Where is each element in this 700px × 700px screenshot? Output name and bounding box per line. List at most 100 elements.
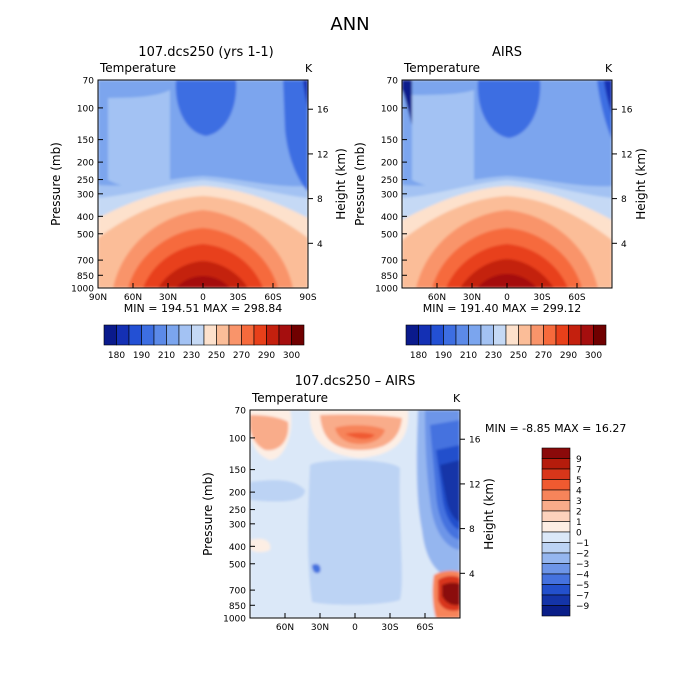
panel-model-title: 107.dcs250 (yrs 1-1) xyxy=(138,45,273,60)
y-tick-label: 70 xyxy=(83,77,95,87)
panel-diff-ylabel: Pressure (mb) xyxy=(201,472,215,556)
contour-band-200-core xyxy=(175,80,237,136)
colorbar-airs: 180 190 210 230 250 270 290 300 xyxy=(405,324,607,361)
colorbar-label: 0 xyxy=(576,529,582,539)
colorbar-label: 180 xyxy=(410,351,427,361)
panel-diff-stats: MIN = -8.85 MAX = 16.27 xyxy=(485,422,626,435)
y2-tick-label: 12 xyxy=(621,150,632,160)
y-tick-label: 1000 xyxy=(223,615,246,625)
colorbar-swatch xyxy=(141,324,155,346)
colorbar-swatch xyxy=(493,324,507,346)
colorbar-swatch xyxy=(541,500,571,512)
colorbar-swatch xyxy=(541,542,571,554)
panel-diff-units: K xyxy=(453,392,461,405)
colorbar-swatch xyxy=(541,552,571,564)
y2-tick-label: 8 xyxy=(317,195,323,205)
y2-tick-label: 12 xyxy=(317,150,328,160)
colorbar-swatch xyxy=(266,324,280,346)
y2-tick-label: 16 xyxy=(317,106,329,116)
x-tick-label: 60S xyxy=(264,293,281,303)
panel-model-ylabel: Pressure (mb) xyxy=(49,142,63,226)
panel-difference: 107.dcs250 – AIRS Temperature K xyxy=(201,374,496,633)
panel-diff-y2label: Height (km) xyxy=(482,478,496,549)
panel-airs-stats: MIN = 191.40 MAX = 299.12 xyxy=(423,302,581,315)
panel-diff-title: 107.dcs250 – AIRS xyxy=(295,374,416,389)
y-tick-label: 250 xyxy=(229,506,246,516)
y-tick-label: 700 xyxy=(77,257,94,267)
contour-band-300 xyxy=(477,274,537,288)
panel-airs-y2label: Height (km) xyxy=(634,148,648,219)
colorbar-model: 180 190 210 230 250 270 290 300 xyxy=(103,324,305,361)
y-tick-label: 850 xyxy=(229,602,246,612)
panel-airs: AIRS Temperature K 701 xyxy=(353,45,648,315)
colorbar-label: 210 xyxy=(158,351,175,361)
colorbar-swatch xyxy=(153,324,167,346)
colorbar-label: 250 xyxy=(208,351,225,361)
y-tick-label: 850 xyxy=(77,272,94,282)
colorbar-swatch xyxy=(228,324,242,346)
colorbar-swatch xyxy=(593,324,607,346)
y-tick-label: 200 xyxy=(381,159,398,169)
colorbar-swatch xyxy=(430,324,444,346)
panel-airs-units: K xyxy=(605,62,613,75)
colorbar-swatch xyxy=(541,468,571,480)
x-tick-label: 0 xyxy=(504,293,510,303)
y-tick-label: 700 xyxy=(229,587,246,597)
colorbar-swatch xyxy=(541,458,571,470)
x-tick-label: 60N xyxy=(276,623,294,633)
panel-diff-subtitle: Temperature xyxy=(251,391,328,405)
panel-model-units: K xyxy=(305,62,313,75)
colorbar-swatch xyxy=(541,573,571,585)
y-tick-label: 1000 xyxy=(71,285,94,295)
y-tick-label: 150 xyxy=(381,136,398,146)
x-tick-label: 0 xyxy=(200,293,206,303)
colorbar-swatch xyxy=(541,521,571,533)
x-tick-label: 30N xyxy=(463,293,481,303)
y-tick-label: 100 xyxy=(77,104,94,114)
colorbar-swatch xyxy=(178,324,192,346)
colorbar-label: 190 xyxy=(133,351,150,361)
contour-band-220-left xyxy=(108,90,170,191)
colorbar-swatch xyxy=(541,594,571,606)
colorbar-swatch xyxy=(541,584,571,596)
colorbar-label: −9 xyxy=(576,602,590,612)
y2-tick-label: 4 xyxy=(317,240,323,250)
colorbar-swatch xyxy=(468,324,482,346)
colorbar-label: 210 xyxy=(460,351,477,361)
colorbar-swatch xyxy=(541,563,571,575)
y2-tick-label: 8 xyxy=(469,525,475,535)
x-tick-label: 30S xyxy=(381,623,398,633)
colorbar-label: 180 xyxy=(108,351,125,361)
y-tick-label: 400 xyxy=(77,213,94,223)
colorbar-swatch xyxy=(278,324,292,346)
panel-model-y2label: Height (km) xyxy=(334,148,348,219)
diff-band-neg-blob xyxy=(312,563,321,574)
diff-band-neg-north xyxy=(250,480,305,502)
y-tick-label: 100 xyxy=(229,434,246,444)
panel-airs-ylabel: Pressure (mb) xyxy=(353,142,367,226)
colorbar-swatch xyxy=(541,489,571,501)
panel-model-subtitle: Temperature xyxy=(99,61,176,75)
colorbar-swatch xyxy=(166,324,180,346)
colorbar-swatch xyxy=(253,324,267,346)
colorbar-label: −1 xyxy=(576,539,589,549)
y-tick-label: 70 xyxy=(387,77,399,87)
contour-band-290 xyxy=(460,259,554,288)
y-tick-label: 100 xyxy=(381,104,398,114)
colorbar-swatch xyxy=(541,479,571,491)
y-tick-label: 300 xyxy=(229,520,246,530)
x-tick-label: 90N xyxy=(89,293,107,303)
colorbar-label: 3 xyxy=(576,497,582,507)
panel-airs-title: AIRS xyxy=(492,45,522,60)
colorbar-swatch xyxy=(203,324,217,346)
colorbar-swatch xyxy=(568,324,582,346)
diff-band-4-tropical xyxy=(345,432,375,439)
colorbar-swatch xyxy=(580,324,594,346)
contour-band-300 xyxy=(176,276,230,288)
colorbar-label: 1 xyxy=(576,518,582,528)
panel-diff-field xyxy=(250,410,460,618)
y2-tick-label: 8 xyxy=(621,195,627,205)
